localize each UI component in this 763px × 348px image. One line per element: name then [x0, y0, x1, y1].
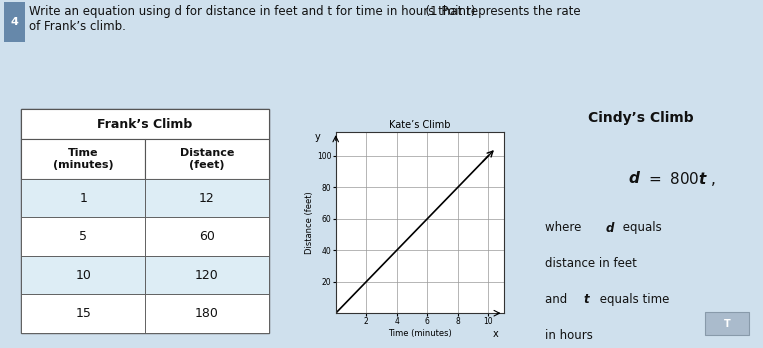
Text: Cindy’s Climb: Cindy’s Climb [588, 111, 694, 125]
Bar [4, 2, 25, 42]
Title: Kate’s Climb: Kate’s Climb [389, 120, 450, 130]
Bar [21, 139, 145, 179]
Text: (1 Point): (1 Point) [418, 5, 475, 18]
Bar [21, 179, 145, 218]
Bar [145, 218, 269, 256]
Text: 1: 1 [79, 192, 87, 205]
Text: 120: 120 [195, 269, 219, 282]
Text: Distance
(feet): Distance (feet) [179, 148, 234, 170]
Text: 4: 4 [11, 17, 18, 27]
Bar [705, 312, 749, 335]
Text: 180: 180 [195, 307, 219, 320]
X-axis label: Time (minutes): Time (minutes) [388, 329, 452, 338]
Text: $\bfit{d}$: $\bfit{d}$ [628, 170, 641, 186]
Text: Write an equation using d for distance in feet and t for time in hours that repr: Write an equation using d for distance i… [29, 5, 581, 33]
Text: 12: 12 [199, 192, 214, 205]
Bar [21, 218, 145, 256]
Text: 10: 10 [76, 269, 91, 282]
Bar [21, 294, 145, 333]
Text: and: and [545, 293, 571, 306]
Text: $\bfit{t}$: $\bfit{t}$ [583, 293, 591, 306]
Text: T: T [723, 318, 730, 329]
Text: y: y [314, 132, 320, 142]
Text: distance in feet: distance in feet [545, 257, 636, 270]
Text: 5: 5 [79, 230, 87, 243]
Text: x: x [493, 329, 499, 339]
Text: where: where [545, 221, 585, 234]
Text: equals: equals [620, 221, 662, 234]
Bar [21, 109, 269, 333]
Text: Time
(minutes): Time (minutes) [53, 148, 114, 170]
Text: in hours: in hours [545, 330, 593, 342]
Y-axis label: Distance (feet): Distance (feet) [305, 191, 314, 254]
Bar [145, 139, 269, 179]
Bar [145, 179, 269, 218]
Bar [21, 256, 145, 294]
Bar [145, 294, 269, 333]
Text: $\bfit{d}$: $\bfit{d}$ [605, 221, 616, 235]
Bar [145, 256, 269, 294]
Text: $=$ 800$\bfit{t}$ ,: $=$ 800$\bfit{t}$ , [641, 170, 716, 188]
Text: equals time: equals time [597, 293, 670, 306]
Text: 60: 60 [199, 230, 214, 243]
Text: 15: 15 [76, 307, 91, 320]
Text: Frank’s Climb: Frank’s Climb [98, 118, 192, 131]
Bar [21, 109, 269, 139]
